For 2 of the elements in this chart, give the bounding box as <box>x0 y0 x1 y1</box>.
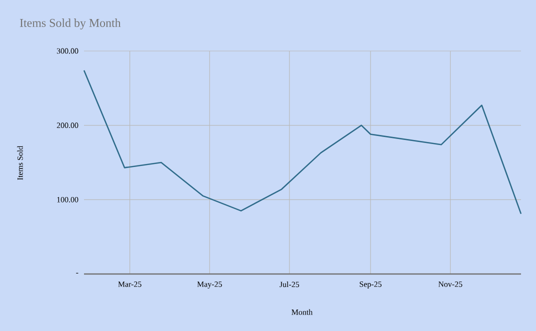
chart-title: Items Sold by Month <box>20 18 121 30</box>
line-series <box>83 70 522 214</box>
